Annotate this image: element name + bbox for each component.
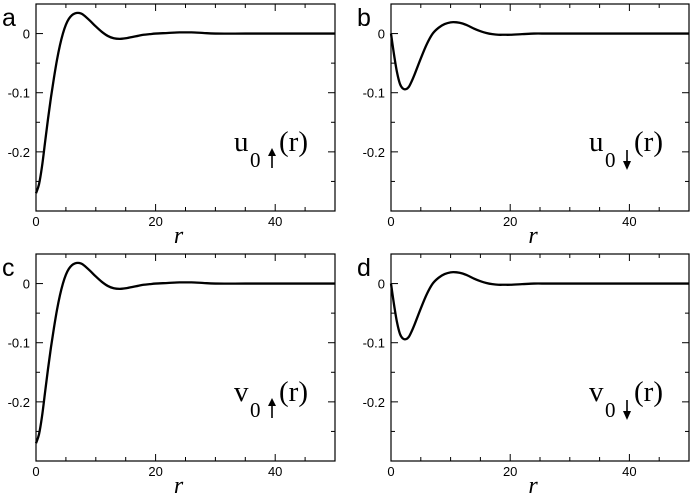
y-tick-label: -0.2 bbox=[8, 395, 30, 410]
x-axis-label: r bbox=[174, 223, 184, 249]
annotation-argument: (r) bbox=[634, 376, 663, 408]
y-tick-label: 0 bbox=[23, 277, 30, 292]
series-line bbox=[389, 271, 690, 341]
annotation-subscript: 0 bbox=[605, 398, 616, 422]
x-axis-label: r bbox=[528, 473, 538, 496]
spin-down-arrow-icon bbox=[623, 400, 631, 420]
plot-frame bbox=[390, 253, 690, 462]
x-tick-label: 20 bbox=[148, 464, 162, 479]
y-tick-label: -0.2 bbox=[363, 395, 385, 410]
x-tick-label: 0 bbox=[387, 464, 394, 479]
y-tick-label: -0.1 bbox=[8, 336, 30, 351]
x-tick-label: 0 bbox=[32, 464, 39, 479]
series-line bbox=[34, 11, 335, 194]
x-tick-label: 20 bbox=[148, 214, 162, 229]
y-tick-label: -0.1 bbox=[8, 86, 30, 101]
x-tick-label: 0 bbox=[32, 214, 39, 229]
spin-down-arrow-icon bbox=[623, 150, 631, 170]
x-tick-label: 40 bbox=[622, 464, 636, 479]
plot-frame bbox=[35, 253, 336, 462]
panel-letter: b bbox=[357, 4, 371, 32]
x-axis-label: r bbox=[528, 223, 538, 249]
y-tick-label: -0.2 bbox=[8, 145, 30, 160]
series-line bbox=[389, 21, 689, 91]
x-tick-label: 20 bbox=[503, 214, 517, 229]
annotation-subscript: 0 bbox=[250, 148, 261, 172]
y-tick-label: -0.1 bbox=[363, 86, 385, 101]
series-line bbox=[34, 261, 336, 444]
annotation-base: v bbox=[589, 376, 604, 408]
x-tick-label: 20 bbox=[503, 464, 517, 479]
annotation-base: u bbox=[589, 126, 604, 158]
annotation-subscript: 0 bbox=[605, 148, 616, 172]
y-tick-label: 0 bbox=[23, 27, 30, 42]
spin-up-arrow-icon bbox=[268, 148, 276, 168]
function-annotation: v0 (r) bbox=[589, 376, 663, 422]
annotation-argument: (r) bbox=[634, 126, 663, 158]
annotation-argument: (r) bbox=[279, 376, 308, 408]
y-tick-label: 0 bbox=[378, 277, 385, 292]
function-annotation: v0 (r) bbox=[234, 376, 308, 422]
y-tick-label: -0.1 bbox=[363, 336, 385, 351]
annotation-subscript: 0 bbox=[250, 398, 261, 422]
spin-up-arrow-icon bbox=[268, 398, 276, 418]
plot-frame bbox=[35, 3, 336, 212]
plot-frame bbox=[390, 3, 690, 212]
annotation-argument: (r) bbox=[279, 126, 308, 158]
annotation-base: v bbox=[234, 376, 249, 408]
panel-letter: c bbox=[2, 254, 15, 282]
x-axis-label: r bbox=[174, 473, 184, 496]
panel-letter: a bbox=[2, 4, 16, 32]
x-tick-label: 0 bbox=[387, 214, 394, 229]
function-annotation: u0 (r) bbox=[234, 126, 308, 172]
function-annotation: u0 (r) bbox=[589, 126, 663, 172]
y-tick-label: -0.2 bbox=[363, 145, 385, 160]
x-tick-label: 40 bbox=[622, 214, 636, 229]
x-tick-label: 40 bbox=[268, 214, 282, 229]
annotation-base: u bbox=[234, 126, 249, 158]
y-tick-label: 0 bbox=[378, 27, 385, 42]
x-tick-label: 40 bbox=[268, 464, 282, 479]
panel-letter: d bbox=[357, 254, 371, 282]
